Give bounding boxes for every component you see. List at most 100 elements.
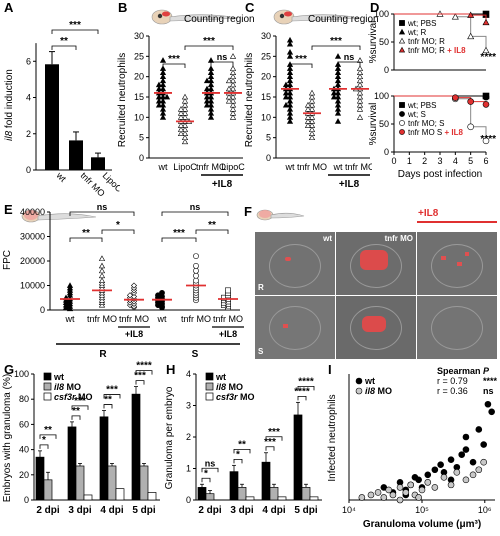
data-point xyxy=(402,489,410,496)
y-tick-label: 0 xyxy=(24,495,29,505)
significance-label: *** xyxy=(69,20,81,31)
legend-label: csf3r MO xyxy=(54,392,93,402)
data-point xyxy=(155,93,163,100)
stats-header: Spearman xyxy=(437,366,481,376)
data-point xyxy=(181,93,189,100)
x-tick-label: 2 xyxy=(422,156,427,166)
data-point xyxy=(159,97,167,104)
stats-p: ns xyxy=(483,386,494,396)
significance-bracket xyxy=(201,467,219,473)
data-point xyxy=(193,267,199,274)
data-point xyxy=(130,282,138,289)
y-tick-label: 15 xyxy=(261,92,271,102)
data-point xyxy=(334,118,342,124)
data-point xyxy=(203,93,211,100)
data-point xyxy=(229,110,237,116)
data-point xyxy=(229,105,237,112)
data-point xyxy=(225,85,233,92)
significance-label: *** xyxy=(74,396,86,407)
x-tick-label: 3 dpi xyxy=(68,505,92,516)
data-point xyxy=(389,491,397,499)
micro-wt-r: wt R xyxy=(255,232,335,295)
legend-marker xyxy=(399,20,405,26)
y-tick-label: 1 xyxy=(186,464,191,474)
bar xyxy=(269,487,279,501)
x-tick-label: tnfr MO xyxy=(196,162,226,172)
x-tick-label: 5 dpi xyxy=(294,505,318,516)
data-point xyxy=(207,69,215,75)
significance-label: **** xyxy=(298,376,314,387)
data-point xyxy=(163,93,171,100)
data-point xyxy=(98,277,106,283)
data-point xyxy=(380,494,388,501)
data-point xyxy=(229,114,237,120)
y-tick-label: 2 xyxy=(26,129,31,139)
significance-bracket xyxy=(161,211,229,216)
data-point xyxy=(207,73,215,80)
survival-marker xyxy=(467,32,475,40)
significance-bracket xyxy=(311,45,361,50)
survival-marker xyxy=(482,46,490,54)
data-point xyxy=(181,101,189,108)
data-point xyxy=(304,118,312,124)
data-point xyxy=(334,69,342,75)
significance-label: *** xyxy=(134,371,146,382)
data-point xyxy=(159,289,165,296)
data-point xyxy=(181,138,189,145)
data-point xyxy=(229,101,237,108)
data-point xyxy=(193,277,199,284)
data-point xyxy=(286,110,294,116)
legend-label: wt; R xyxy=(407,28,426,37)
significance-bracket xyxy=(184,45,234,50)
data-point xyxy=(203,101,211,108)
data-point xyxy=(480,441,487,448)
legend-label: wt; PBS xyxy=(407,101,436,110)
x-tick-label: 5 xyxy=(468,156,473,166)
data-point xyxy=(286,36,294,43)
data-point xyxy=(229,93,237,100)
bar xyxy=(45,64,59,170)
x-tick-label: tnfr MO xyxy=(119,314,149,324)
data-point xyxy=(159,81,167,88)
significance-bracket xyxy=(210,61,234,66)
panel-label-h: H xyxy=(166,362,176,377)
stats-r: r = 0.79 xyxy=(437,376,468,386)
legend-swatch xyxy=(205,382,214,391)
y-tick-label: 100 xyxy=(374,91,389,101)
data-point xyxy=(177,110,185,116)
data-point xyxy=(159,114,167,120)
micro-wt-s: S xyxy=(255,296,335,359)
data-point xyxy=(207,101,215,108)
data-point xyxy=(304,122,312,128)
significance-label: *** xyxy=(264,437,276,448)
data-point xyxy=(330,93,338,100)
data-point xyxy=(356,77,364,84)
bar xyxy=(261,461,271,501)
x-tick-label: 10⁶ xyxy=(478,505,492,515)
survival-marker xyxy=(482,101,490,108)
data-point xyxy=(159,85,167,92)
panel-label-g: G xyxy=(4,362,15,377)
bar xyxy=(91,157,105,170)
significance-bracket xyxy=(233,458,243,464)
panel-label-c: C xyxy=(245,0,255,15)
x-tick-label: tnfr MO xyxy=(213,314,243,324)
x-tick-label: wt xyxy=(54,170,68,184)
x-tick-label: wt xyxy=(157,314,167,324)
x-tick-label: 3 dpi xyxy=(230,505,254,516)
bar xyxy=(147,492,157,501)
data-point xyxy=(155,97,163,104)
data-point xyxy=(356,81,364,88)
y-tick-label: 80 xyxy=(19,394,29,404)
significance-bracket xyxy=(39,444,49,449)
data-point xyxy=(396,496,404,504)
data-point xyxy=(407,481,414,489)
data-point xyxy=(356,114,364,120)
significance-label: * xyxy=(236,449,240,460)
y-tick-label: 0 xyxy=(266,153,271,163)
significance-bracket xyxy=(265,446,275,451)
data-point xyxy=(181,134,189,141)
legend-swatch xyxy=(43,392,52,401)
data-point xyxy=(207,110,215,116)
